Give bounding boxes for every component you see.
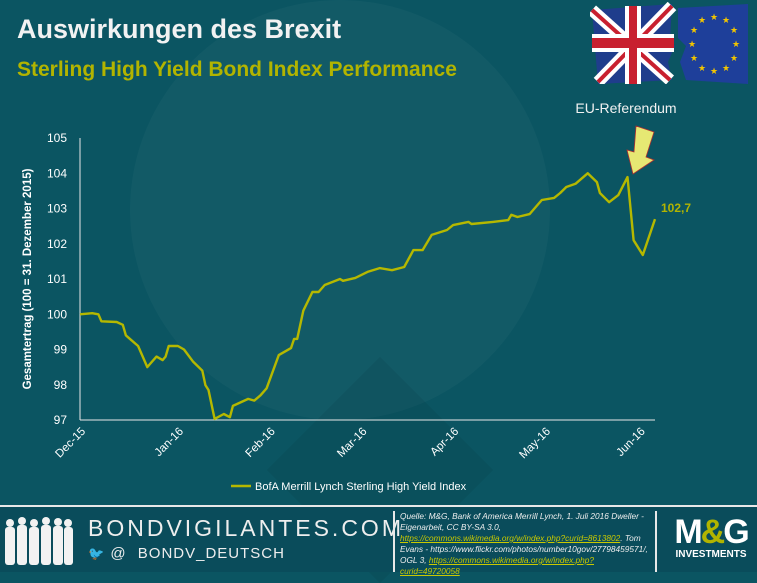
page-subtitle: Sterling High Yield Bond Index Performan…: [17, 58, 457, 81]
y-tick-label: 102: [47, 237, 67, 251]
down-arrow-icon: [626, 125, 655, 175]
twitter-handle-text: BONDV_DEUTSCH: [137, 545, 285, 562]
svg-text:★: ★: [730, 25, 738, 35]
x-tick-label: Mar-16: [335, 426, 369, 460]
y-axis-label: Gesamtertrag (100 = 31. Dezember 2015): [22, 168, 34, 389]
series-line-bofa-index: [79, 172, 657, 421]
people-silhouettes-logo: [5, 517, 73, 565]
footer: BONDVIGILANTES.COM 🐦 @ BONDV_DEUTSCH Que…: [0, 505, 757, 576]
mg-investments-logo: M&G INVESTMENTS: [668, 515, 754, 560]
uk-flag-icon: [590, 2, 677, 84]
svg-text:★: ★: [732, 39, 740, 49]
annotation-eu-referendum: EU-Referendum: [575, 100, 676, 116]
brexit-flags-image: ★ ★★ ★★★ ★★★ ★★ ★: [590, 2, 748, 84]
source-link[interactable]: https://commons.wikimedia.org/w/index.ph…: [400, 555, 595, 576]
logo-amp: &: [700, 513, 726, 551]
y-tick-label: 104: [47, 166, 67, 180]
eu-flag-icon: ★ ★★ ★★★ ★★★ ★★ ★: [678, 4, 748, 84]
svg-text:★: ★: [730, 53, 738, 63]
svg-text:★: ★: [710, 66, 718, 76]
y-tick-label: 97: [54, 413, 68, 427]
y-tick-label: 98: [54, 378, 68, 392]
y-tick-label: 105: [47, 131, 67, 145]
svg-text:★: ★: [688, 39, 696, 49]
x-tick-label: Feb-16: [243, 426, 277, 460]
x-tick-labels: Dec-15 Jan-16 Feb-16 Mar-16 Apr-16 May-16 Jun-…: [53, 426, 647, 462]
svg-text:★: ★: [698, 63, 706, 73]
logo-letter: M: [674, 513, 702, 551]
x-tick-label: Jan-16: [153, 426, 186, 459]
x-tick-label: Dec-15: [53, 426, 88, 461]
logo-subtitle: INVESTMENTS: [675, 549, 747, 560]
svg-text:★: ★: [722, 63, 730, 73]
source-text: Quelle: M&G, Bank of America Merrill Lyn…: [400, 511, 644, 532]
svg-text:★: ★: [710, 12, 718, 22]
y-tick-label: 103: [47, 202, 67, 216]
x-tick-label: Apr-16: [428, 426, 461, 459]
annotation-last-value: 102,7: [661, 201, 691, 215]
svg-text:★: ★: [690, 25, 698, 35]
y-tick-label: 100: [47, 307, 67, 321]
y-tick-labels: 97 98 99 100 101 102 103 104 105: [47, 131, 67, 427]
y-tick-label: 99: [54, 343, 68, 357]
twitter-icon: 🐦: [88, 546, 106, 561]
divider: [655, 511, 657, 572]
svg-text:★: ★: [690, 53, 698, 63]
x-tick-label: Jun-16: [614, 426, 647, 459]
logo-letter: G: [723, 513, 749, 551]
source-link[interactable]: https://commons.wikimedia.org/w/index.ph…: [400, 533, 621, 543]
svg-text:★: ★: [722, 15, 730, 25]
twitter-at: @: [110, 545, 127, 562]
svg-text:★: ★: [698, 15, 706, 25]
page-title: Auswirkungen des Brexit: [17, 14, 342, 44]
x-tick-label: May-16: [517, 426, 553, 462]
y-tick-label: 101: [47, 272, 67, 286]
line-chart: 97 98 99 100 101 102 103 104 105 Dec-15 Jan-16 Feb…: [22, 100, 691, 493]
legend-label: BofA Merrill Lynch Sterling High Yield I…: [255, 481, 467, 493]
website-link[interactable]: BONDVIGILANTES.COM: [88, 515, 404, 541]
twitter-handle[interactable]: 🐦 @ BONDV_DEUTSCH: [88, 545, 285, 562]
divider: [393, 511, 395, 572]
source-text: . Tom Evans - https://www.flickr.com/pho…: [400, 533, 648, 565]
source-note: Quelle: M&G, Bank of America Merrill Lyn…: [400, 511, 652, 577]
